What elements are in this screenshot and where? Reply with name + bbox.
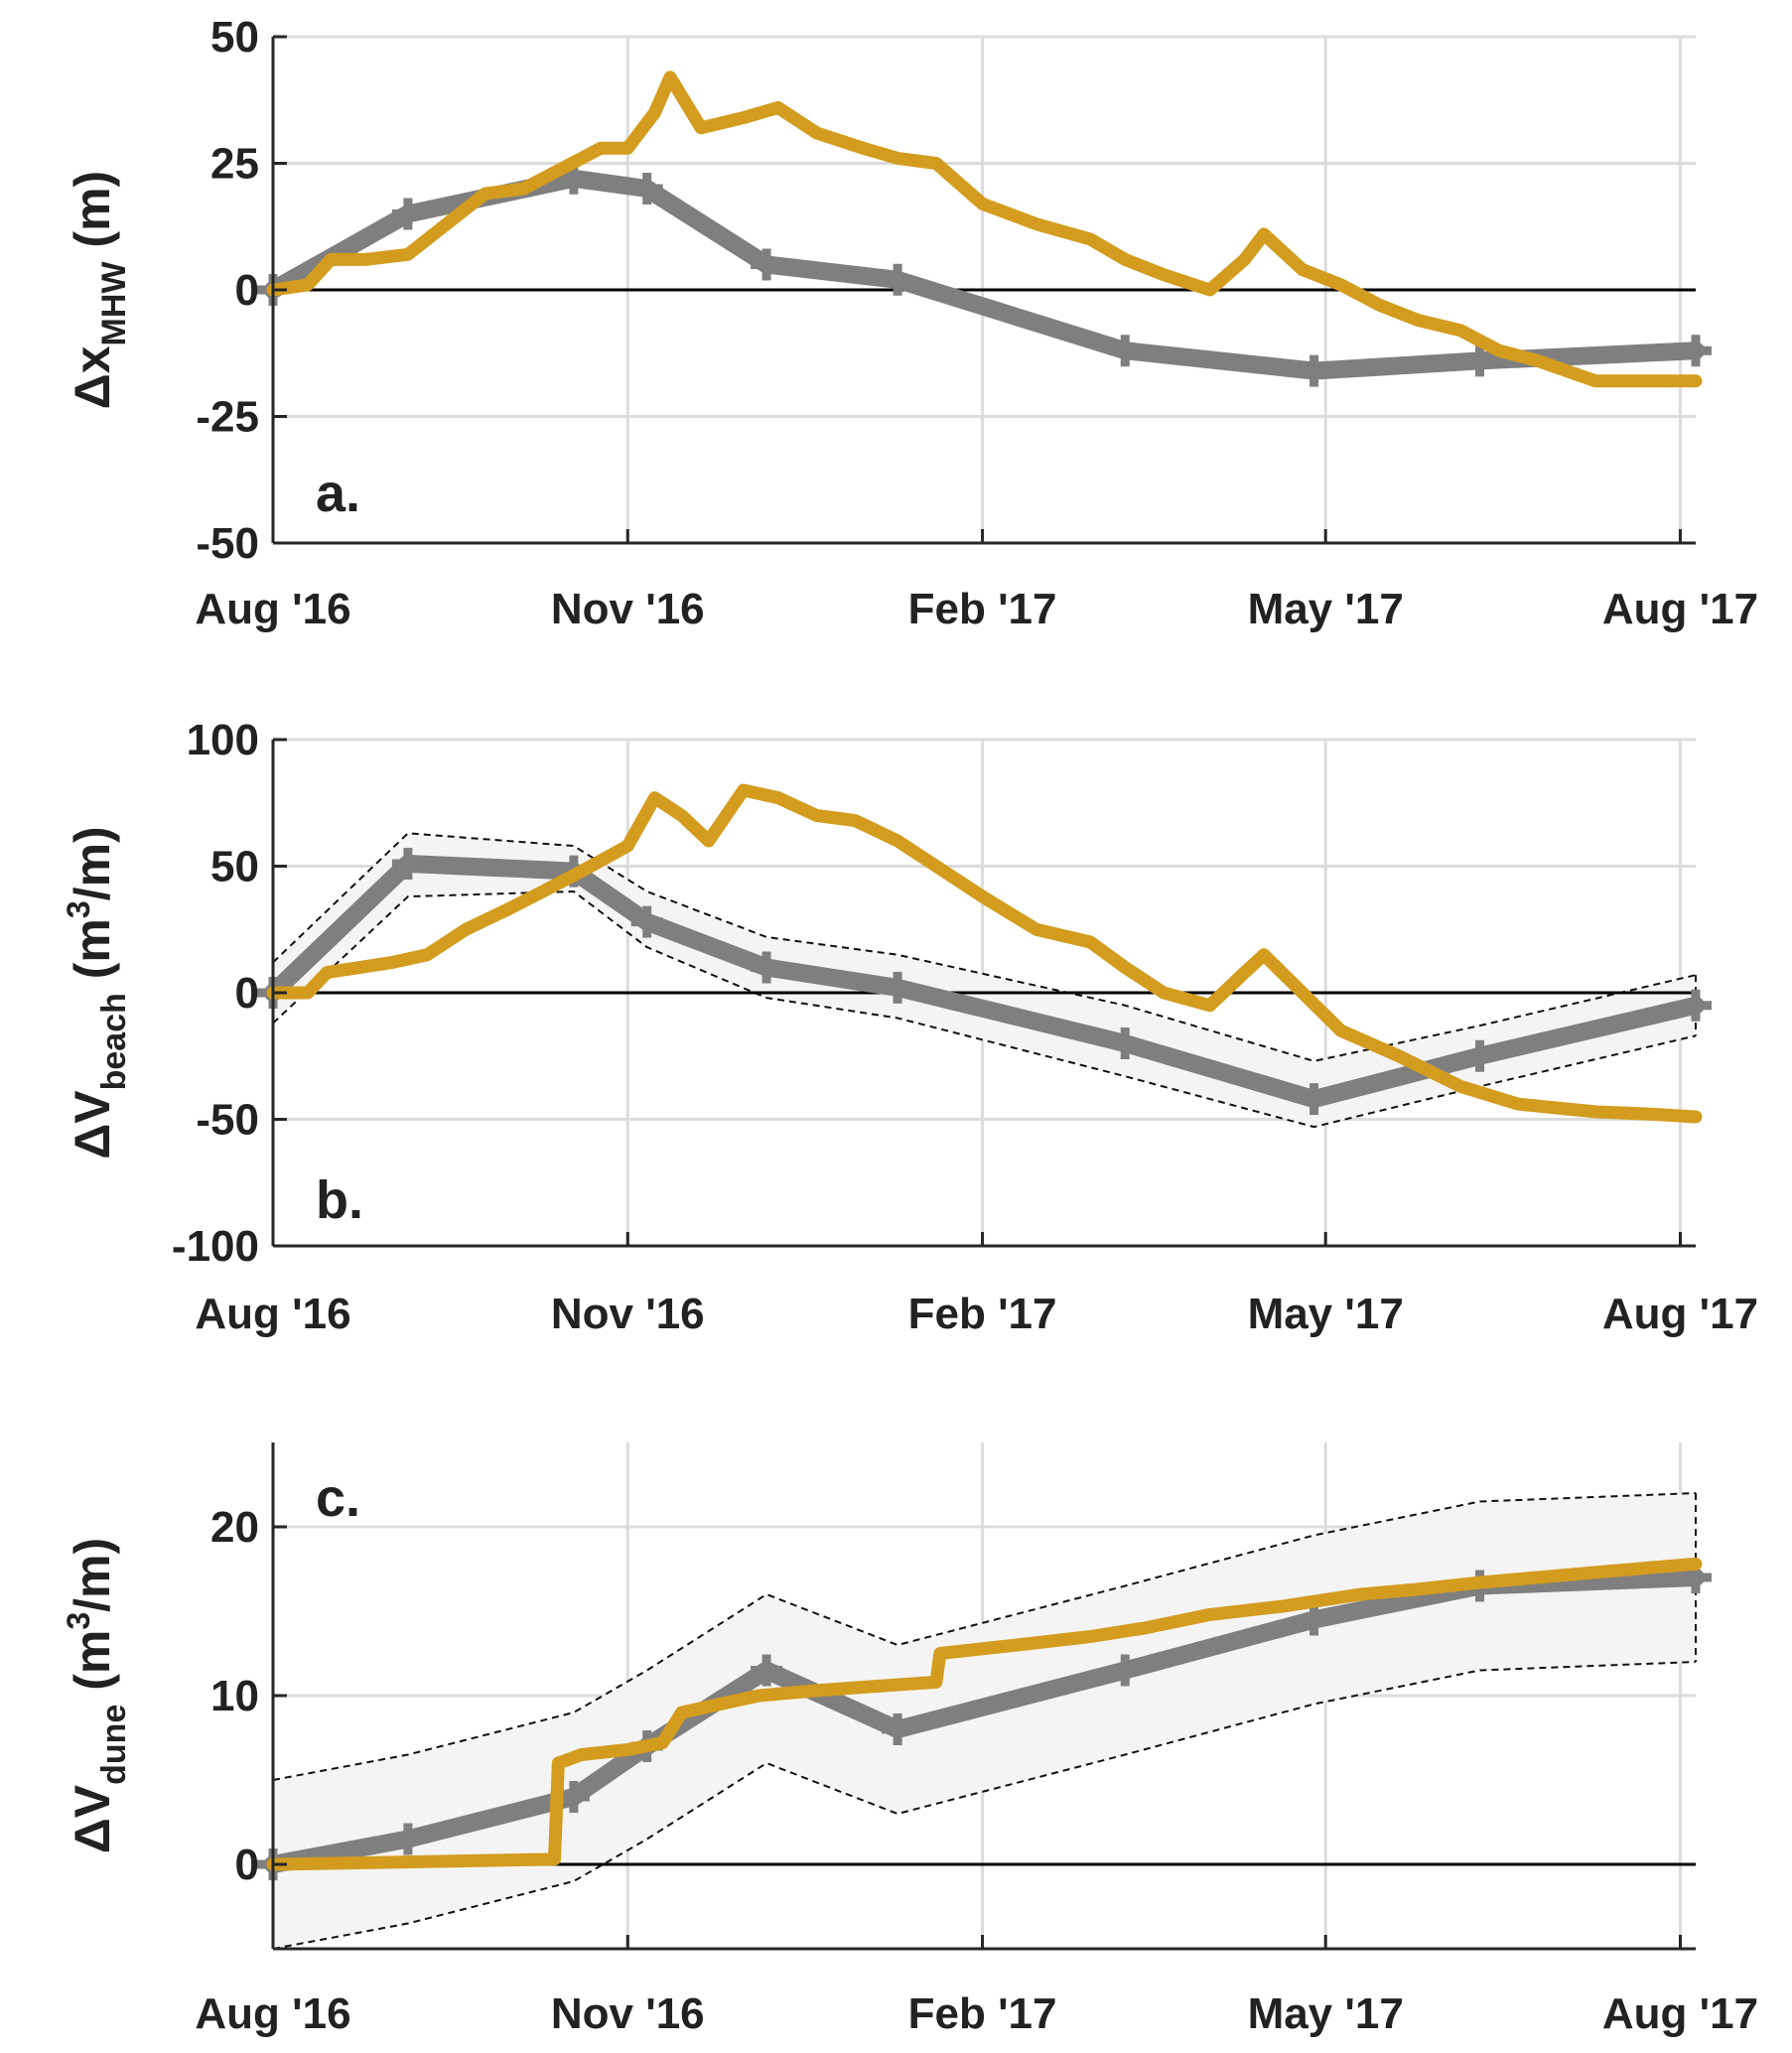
survey-point — [1109, 1654, 1142, 1687]
band-lower-line — [272, 890, 1697, 1129]
y-label-subscript: beach — [95, 993, 133, 1090]
y-label-unit: (m — [65, 1630, 120, 1705]
y-label-unit-end: /m) — [65, 826, 120, 900]
survey-point — [1298, 1603, 1330, 1636]
survey-point — [391, 847, 424, 880]
y-label-unit: (m) — [65, 171, 120, 262]
x-tick-label: May '17 — [1248, 1989, 1404, 2038]
x-tick-label: Nov '16 — [551, 585, 705, 633]
y-label-prefix: ΔV — [65, 1784, 120, 1853]
panel-label: a. — [316, 464, 360, 523]
survey-point — [630, 173, 663, 205]
y-label-prefix: ΔV — [65, 1090, 120, 1160]
y-tick-label: -50 — [196, 519, 259, 568]
y-label-unit: (m — [65, 918, 120, 993]
band-upper-line — [272, 832, 1697, 1062]
x-tick-label: May '17 — [1248, 585, 1404, 633]
survey-point — [1109, 335, 1142, 367]
survey-point — [751, 951, 783, 984]
survey-point — [391, 1823, 424, 1855]
uncertainty-band — [273, 1493, 1696, 1949]
survey-point — [751, 248, 783, 281]
y-tick-label: -100 — [172, 1222, 259, 1271]
y-label-superscript: 3 — [61, 1612, 96, 1630]
survey-point — [391, 198, 424, 230]
survey-point — [1298, 1083, 1330, 1116]
survey-point — [1680, 335, 1712, 367]
y-tick-label: 100 — [187, 716, 259, 764]
y-label-superscript: 3 — [61, 900, 96, 918]
survey-point — [1463, 1039, 1496, 1072]
survey-point — [882, 971, 914, 1004]
y-label-unit-end: /m) — [65, 1538, 120, 1612]
y-label-prefix: Δx — [65, 345, 120, 409]
survey-point — [882, 263, 914, 296]
panel-label: c. — [316, 1468, 360, 1528]
survey-point — [882, 1713, 914, 1745]
y-tick-label: 0 — [235, 969, 259, 1018]
y-tick-label: 50 — [210, 843, 259, 891]
survey-series-line — [264, 854, 1705, 1109]
y-tick-label: -50 — [196, 1096, 259, 1145]
y-axis-label: ΔVbeach (m3/m) — [61, 826, 133, 1159]
y-tick-label: -25 — [196, 393, 259, 442]
survey-point — [630, 905, 663, 938]
y-tick-label: 0 — [235, 266, 259, 315]
panel-c: 20 10 0 Aug '16 Nov '16 Feb '17 May '17 Aug '17… — [61, 1442, 1758, 2038]
x-tick-label: Feb '17 — [908, 1290, 1057, 1338]
y-axis-label: ΔVdune (m3/m) — [61, 1538, 133, 1853]
survey-point — [751, 1654, 783, 1687]
survey-point — [1298, 354, 1330, 387]
x-tick-label: Aug '16 — [195, 1290, 350, 1338]
x-tick-label: May '17 — [1248, 1290, 1404, 1338]
model-series-line — [266, 783, 1703, 1124]
panel-b: 100 50 0 -50 -100 Aug '16 Nov '16 Feb '17 May '1… — [61, 716, 1758, 1338]
panel-a: 50 25 0 -25 -50 Aug '16 Nov '16 Feb '17 May '17 A… — [65, 13, 1758, 633]
model-series-line — [266, 1557, 1703, 1871]
x-tick-label: Aug '16 — [195, 585, 350, 633]
x-tick-label: Nov '16 — [551, 1290, 705, 1338]
x-tick-label: Aug '17 — [1602, 1290, 1758, 1338]
survey-point — [1463, 344, 1496, 377]
y-tick-label: 20 — [210, 1503, 259, 1552]
y-axis-label: ΔxMHW (m) — [65, 171, 133, 409]
x-tick-label: Nov '16 — [551, 1989, 705, 2038]
x-tick-label: Aug '16 — [195, 1989, 350, 2038]
y-tick-label: 0 — [235, 1841, 259, 1889]
uncertainty-band — [273, 833, 1696, 1128]
panel-label: b. — [316, 1170, 363, 1230]
survey-point — [1680, 989, 1712, 1022]
survey-series-line — [264, 1569, 1705, 1873]
x-tick-label: Aug '17 — [1602, 585, 1758, 633]
y-tick-label: 10 — [210, 1672, 259, 1720]
y-label-subscript: dune — [95, 1705, 133, 1785]
x-tick-label: Feb '17 — [908, 585, 1057, 633]
y-label-subscript: MHW — [95, 261, 133, 346]
x-tick-label: Feb '17 — [908, 1989, 1057, 2038]
survey-point — [1109, 1027, 1142, 1059]
x-tick-label: Aug '17 — [1602, 1989, 1758, 2038]
y-tick-label: 25 — [210, 140, 259, 189]
y-tick-label: 50 — [210, 13, 259, 62]
model-series-line — [266, 70, 1703, 388]
